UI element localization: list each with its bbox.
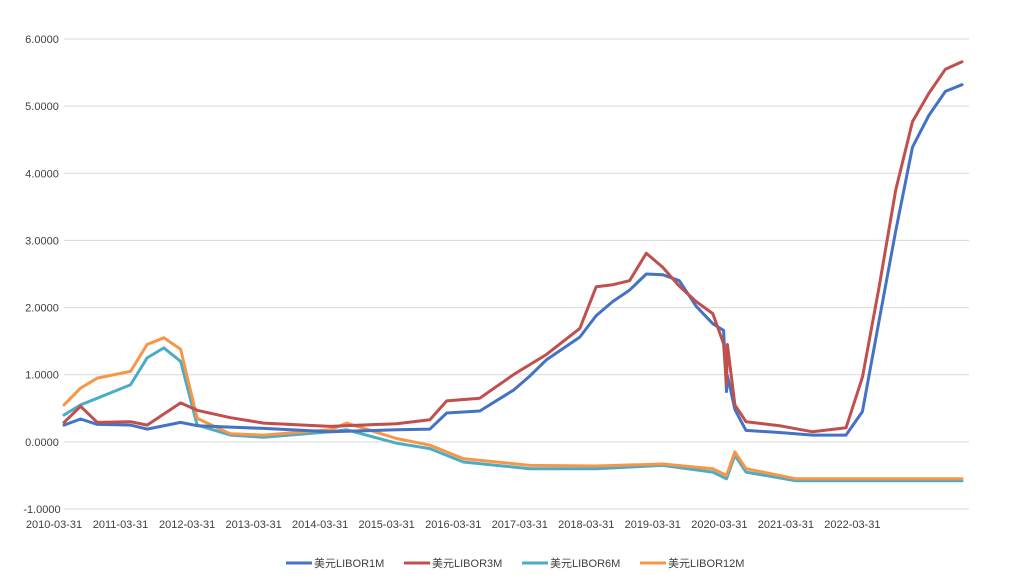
x-tick-label: 2014-03-31 (292, 519, 348, 531)
y-tick-label: 2.0000 (25, 303, 59, 315)
legend-label: 美元LIBOR1M (314, 557, 384, 570)
x-tick-label: 2022-03-31 (824, 519, 880, 531)
legend-label: 美元LIBOR6M (550, 557, 620, 570)
y-tick-label: 4.0000 (25, 168, 59, 180)
series-line (62, 336, 964, 481)
x-tick-label: 2010-03-31 (26, 519, 82, 531)
legend-entry: 美元LIBOR12M (640, 557, 744, 570)
legend-label: 美元LIBOR3M (432, 557, 502, 570)
y-tick-label: -1.0000 (23, 504, 60, 516)
x-tick-label: 2017-03-31 (492, 519, 548, 531)
y-tick-label: 3.0000 (25, 235, 59, 247)
x-tick-label: 2016-03-31 (425, 519, 481, 531)
y-tick-label: 5.0000 (25, 101, 59, 113)
x-tick-label: 2020-03-31 (691, 519, 747, 531)
x-tick-label: 2018-03-31 (558, 519, 614, 531)
y-tick-label: 6.0000 (25, 34, 59, 46)
series-lines (62, 60, 964, 483)
legend: 美元LIBOR1M 美元LIBOR3M 美元LIBOR6M 美元LIBOR12M (286, 557, 744, 570)
x-tick-label: 2012-03-31 (159, 519, 215, 531)
y-tick-label: 0.0000 (25, 437, 59, 449)
x-tick-label: 2019-03-31 (625, 519, 681, 531)
x-tick-label: 2021-03-31 (758, 519, 814, 531)
y-tick-label: 1.0000 (25, 370, 59, 382)
x-axis-tick-labels: 2010-03-31 2011-03-31 2012-03-31 2013-03-31… (26, 519, 881, 531)
x-tick-label: 2011-03-31 (93, 519, 148, 531)
legend-label: 美元LIBOR12M (668, 557, 744, 570)
series-line (62, 346, 964, 483)
legend-entry: 美元LIBOR6M (522, 557, 620, 570)
y-axis-tick-labels: -1.0000 0.0000 1.0000 2.0000 3.0000 4.0000 5.0… (23, 34, 60, 516)
series-line (62, 83, 964, 437)
x-tick-label: 2013-03-31 (225, 519, 281, 531)
grid-lines (64, 38, 969, 510)
legend-entry: 美元LIBOR3M (404, 557, 502, 570)
series-line (62, 60, 964, 434)
x-tick-label: 2015-03-31 (358, 519, 414, 531)
legend-entry: 美元LIBOR1M (286, 557, 384, 570)
